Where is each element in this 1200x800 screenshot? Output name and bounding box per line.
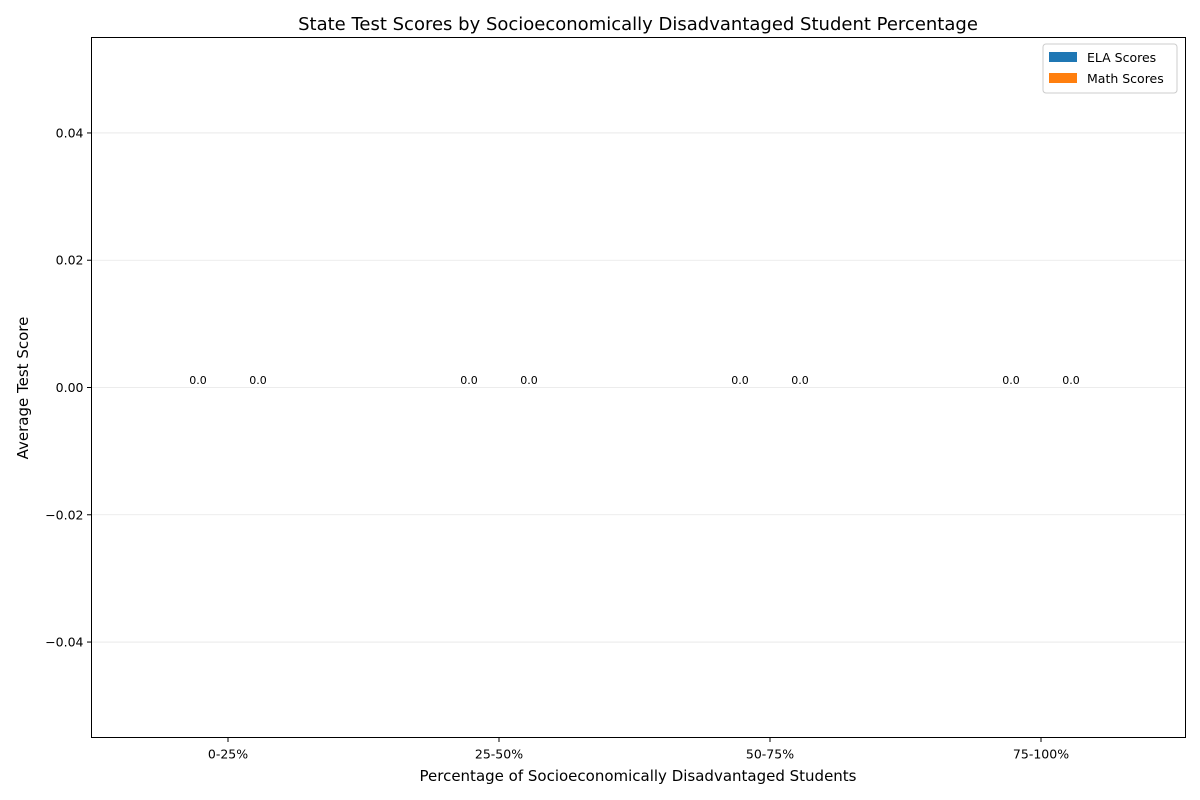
x-tick-label: 0-25% — [208, 747, 248, 762]
y-tick-label: −0.02 — [45, 507, 83, 522]
legend-label-ela: ELA Scores — [1087, 50, 1156, 65]
x-tick-label: 75-100% — [1013, 747, 1069, 762]
data-label: 0.0 — [460, 374, 478, 387]
data-label: 0.0 — [1062, 374, 1080, 387]
data-label: 0.0 — [1002, 374, 1020, 387]
x-tick-label: 50-75% — [746, 747, 794, 762]
x-axis: 0-25% 25-50% 50-75% 75-100% — [208, 737, 1069, 762]
y-tick-label: 0.00 — [56, 380, 84, 395]
legend-label-math: Math Scores — [1087, 71, 1164, 86]
data-labels: 0.0 0.0 0.0 0.0 0.0 0.0 0.0 0.0 — [189, 374, 1080, 387]
y-axis-label: Average Test Score — [14, 317, 32, 460]
data-label: 0.0 — [189, 374, 207, 387]
y-tick-label: 0.02 — [56, 253, 84, 268]
legend: ELA Scores Math Scores — [1042, 43, 1178, 94]
data-label: 0.0 — [520, 374, 538, 387]
x-axis-label: Percentage of Socioeconomically Disadvan… — [420, 767, 857, 785]
data-label: 0.0 — [731, 374, 749, 387]
y-axis: −0.04 −0.02 0.00 0.02 0.04 — [45, 125, 92, 650]
data-label: 0.0 — [791, 374, 809, 387]
y-tick-label: 0.04 — [56, 125, 84, 140]
legend-swatch-ela — [1049, 52, 1077, 62]
y-tick-label: −0.04 — [45, 635, 83, 650]
data-label: 0.0 — [249, 374, 267, 387]
grid — [91, 132, 1186, 643]
legend-swatch-math — [1049, 73, 1077, 83]
x-tick-label: 25-50% — [475, 747, 523, 762]
chart-title: State Test Scores by Socioeconomically D… — [298, 14, 978, 35]
